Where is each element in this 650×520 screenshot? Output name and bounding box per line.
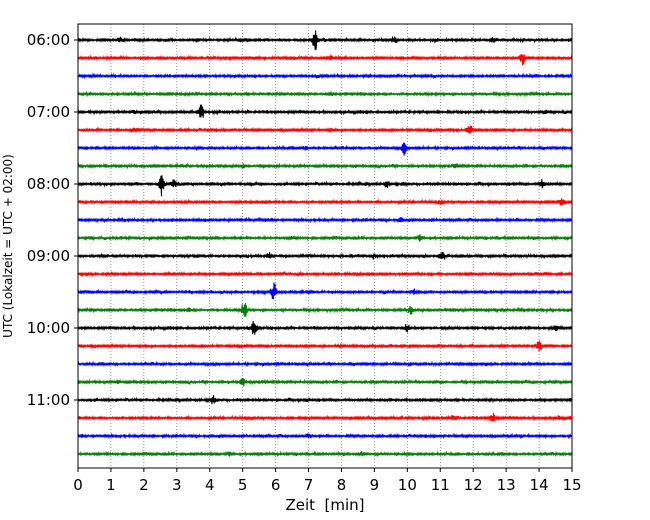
x-tick-label: 13 xyxy=(497,476,516,494)
trace-line xyxy=(77,198,573,206)
trace-line xyxy=(77,340,573,352)
trace-line xyxy=(77,54,573,66)
trace-line xyxy=(77,104,573,118)
trace-line xyxy=(77,142,573,156)
x-tick-label: 5 xyxy=(238,476,248,494)
trace-line xyxy=(77,320,573,335)
trace-line xyxy=(77,125,573,134)
trace-line xyxy=(77,175,573,197)
vertical-grid xyxy=(110,24,540,468)
x-tick-label: 4 xyxy=(205,476,215,494)
trace-line xyxy=(77,90,573,98)
x-tick-label: 10 xyxy=(398,476,417,494)
x-tick-label: 7 xyxy=(304,476,314,494)
x-tick-label: 11 xyxy=(431,476,450,494)
x-tick-label: 12 xyxy=(464,476,483,494)
y-tick-label: 09:00 xyxy=(27,247,70,265)
x-tick-label: 8 xyxy=(337,476,347,494)
y-tick-label: 10:00 xyxy=(27,319,70,337)
trace-line xyxy=(77,432,573,440)
x-tick-label: 2 xyxy=(139,476,149,494)
trace-line xyxy=(77,360,573,368)
trace-line xyxy=(77,270,573,278)
x-axis-label: Zeit [min] xyxy=(285,496,364,514)
x-tick-label: 9 xyxy=(370,476,380,494)
trace-line xyxy=(77,234,573,242)
y-tick-label: 11:00 xyxy=(27,391,70,409)
x-tick-label: 14 xyxy=(530,476,549,494)
x-tick-label: 6 xyxy=(271,476,281,494)
trace-line xyxy=(77,30,573,51)
seismic-traces xyxy=(77,30,573,458)
y-tick-label: 08:00 xyxy=(27,175,70,193)
y-axis-ticks: 06:00 07:00 08:00 09:00 10:00 11:00 xyxy=(27,31,78,409)
trace-line xyxy=(77,216,573,224)
x-axis-ticks: 0 1 2 3 4 5 6 7 8 9 10 11 12 13 14 15 xyxy=(73,468,582,494)
y-tick-label: 07:00 xyxy=(27,103,70,121)
trace-line xyxy=(77,282,573,300)
plot-frame xyxy=(77,23,573,469)
trace-line xyxy=(77,450,573,458)
x-tick-label: 3 xyxy=(172,476,182,494)
y-axis-label: UTC (Lokalzeit = UTC + 02:00) xyxy=(1,154,15,338)
y-tick-label: 06:00 xyxy=(27,31,70,49)
trace-line xyxy=(77,377,573,387)
trace-line xyxy=(77,302,573,318)
trace-line xyxy=(77,251,573,260)
trace-line xyxy=(77,162,573,170)
x-tick-label: 15 xyxy=(562,476,581,494)
trace-line xyxy=(77,72,573,80)
x-tick-label: 0 xyxy=(73,476,83,494)
trace-line xyxy=(77,412,573,422)
x-tick-label: 1 xyxy=(106,476,116,494)
trace-line xyxy=(77,395,573,405)
